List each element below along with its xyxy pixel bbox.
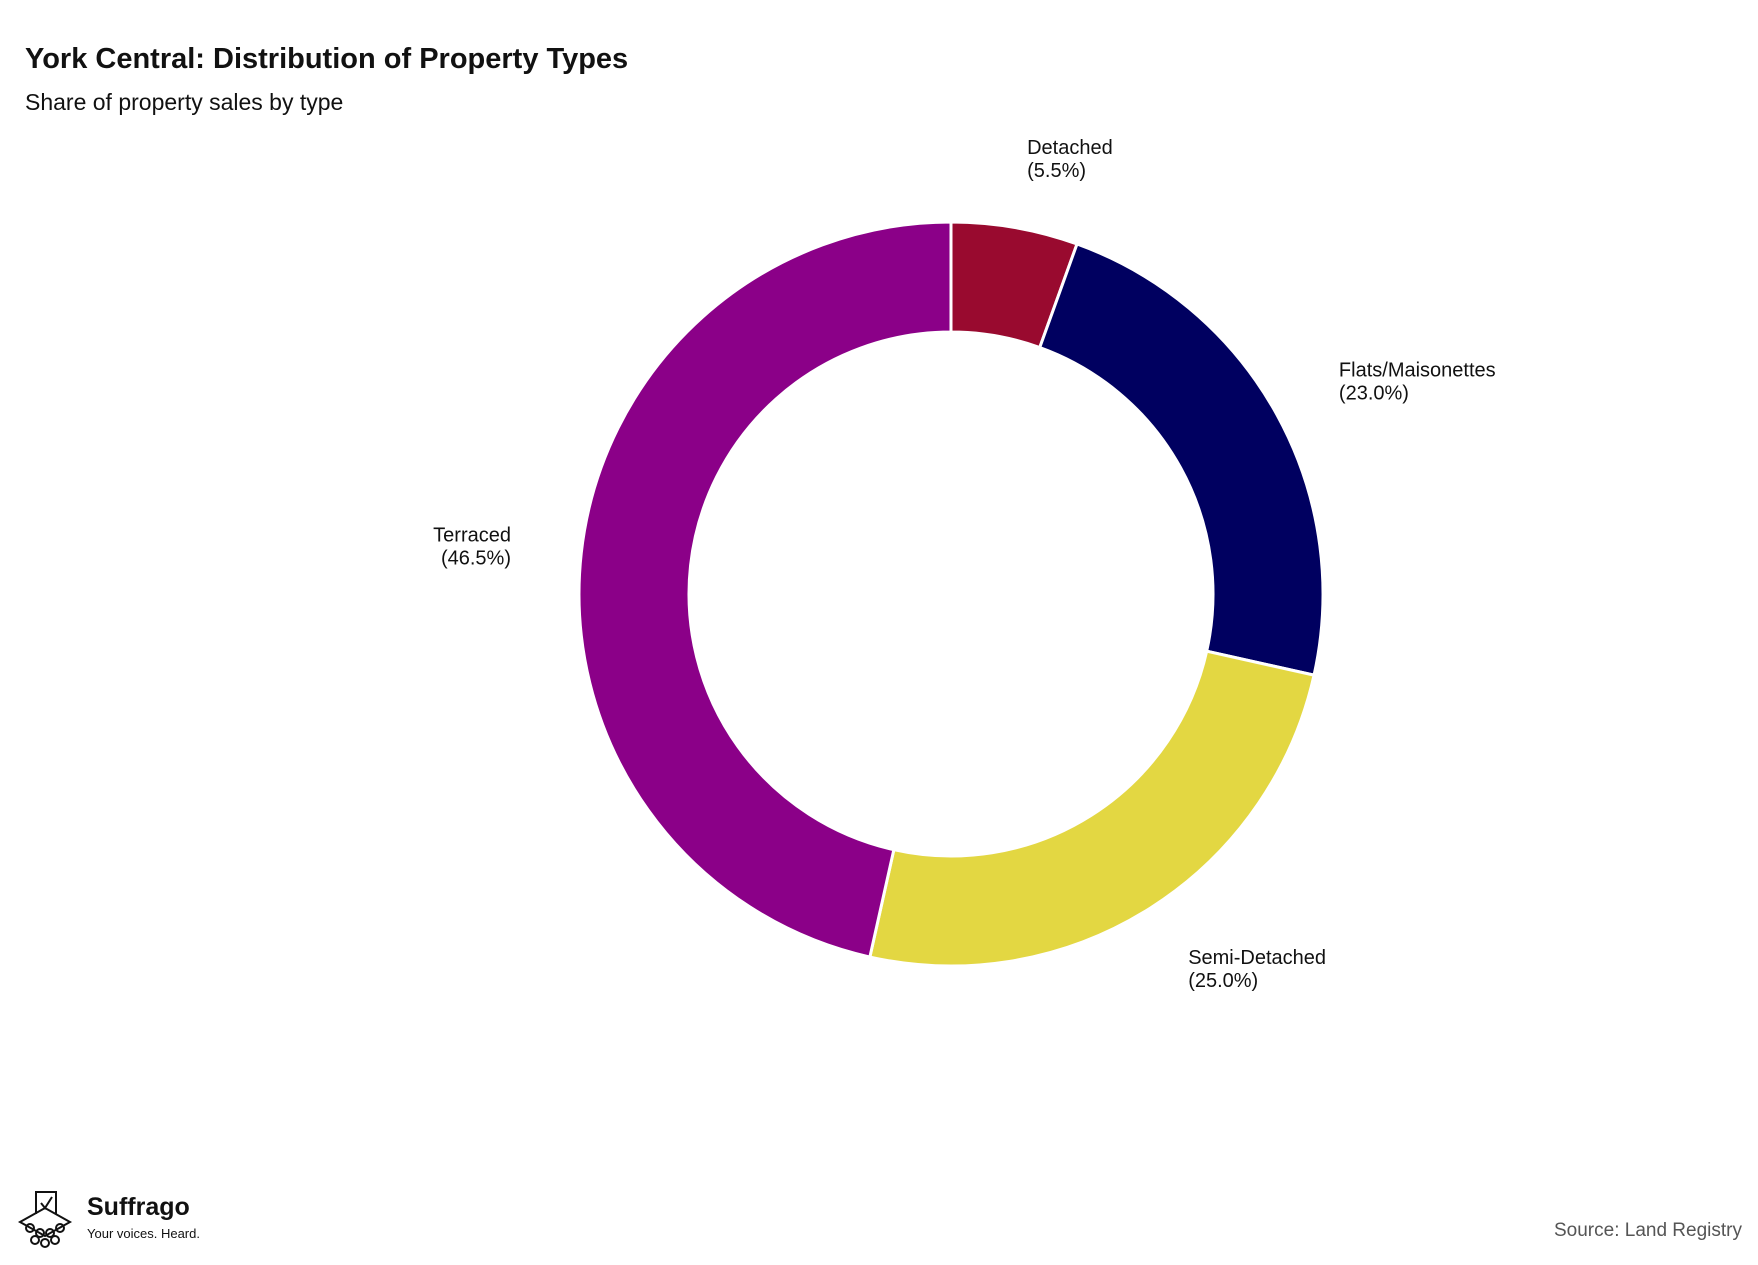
- slice-value-label: (46.5%): [441, 547, 511, 569]
- logo-icon: [17, 1191, 73, 1248]
- slice-value-label: (5.5%): [1027, 160, 1086, 182]
- chart-title: York Central: Distribution of Property T…: [25, 43, 628, 75]
- slice-label: Flats/Maisonettes: [1339, 360, 1496, 382]
- donut: [577, 220, 1325, 968]
- slice-label: Detached: [1027, 137, 1113, 159]
- donut-slice: [577, 220, 953, 959]
- slice-value-label: (25.0%): [1188, 970, 1258, 992]
- slice-label: Terraced: [433, 524, 511, 546]
- source: Source: Land Registry: [1554, 1220, 1742, 1241]
- slice-value-label: (23.0%): [1339, 383, 1409, 405]
- donut-slice: [868, 649, 1316, 968]
- logo-tagline: Your voices. Heard.: [87, 1226, 200, 1241]
- slice-label: Semi-Detached: [1188, 947, 1326, 969]
- donut-slice: [1037, 242, 1325, 677]
- logo-name: Suffrago: [87, 1193, 190, 1221]
- chart-subtitle: Share of property sales by type: [25, 89, 343, 115]
